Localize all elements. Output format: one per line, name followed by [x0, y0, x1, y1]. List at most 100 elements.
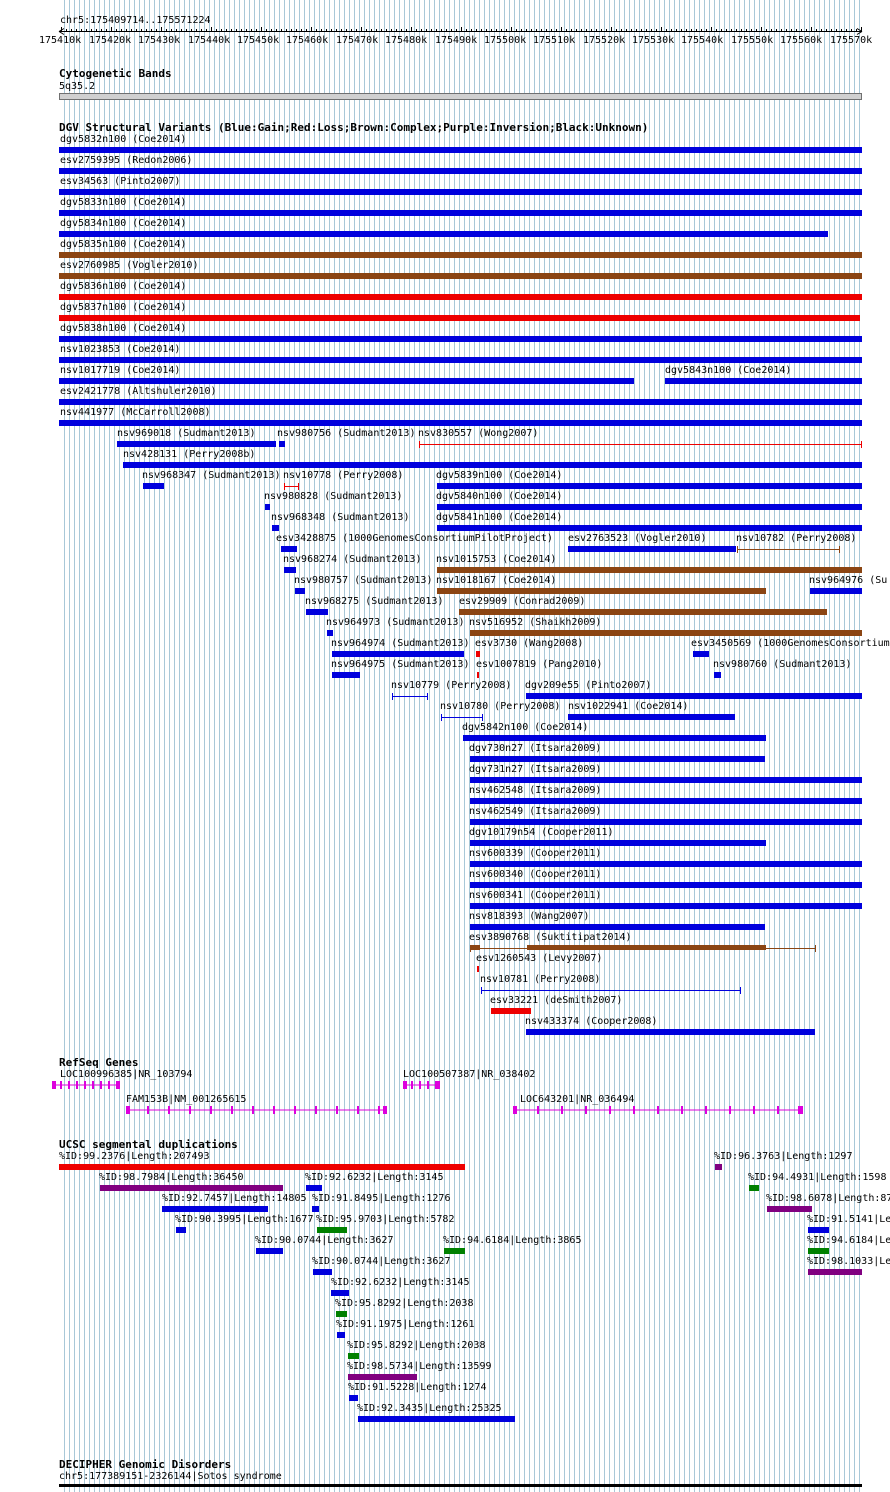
- dgv-variant-bar[interactable]: [327, 630, 333, 636]
- dgv-variant-bar[interactable]: [697, 651, 707, 657]
- dgv-variant-bar[interactable]: [437, 588, 766, 594]
- cytoband-bar[interactable]: [59, 93, 862, 100]
- segdup-bar[interactable]: [358, 1416, 515, 1422]
- segdup-bar[interactable]: [306, 1185, 322, 1191]
- dgv-variant-bar[interactable]: [470, 777, 862, 783]
- segdup-bar[interactable]: [331, 1290, 349, 1296]
- dgv-variant-bar[interactable]: [477, 966, 479, 972]
- dgv-variant-bar[interactable]: [59, 378, 634, 384]
- dgv-variant-bar[interactable]: [714, 672, 721, 678]
- dgv-variant-bar[interactable]: [59, 147, 862, 153]
- dgv-variant-bar[interactable]: [272, 525, 279, 531]
- dgv-variant-bar[interactable]: [437, 525, 862, 531]
- segdup-bar[interactable]: [715, 1164, 722, 1170]
- gene-label: LOC100507387|NR_038402: [403, 1069, 536, 1080]
- dgv-variant-bar[interactable]: [284, 567, 296, 573]
- segdup-bar[interactable]: [59, 1164, 465, 1170]
- dgv-variant-bar[interactable]: [470, 630, 862, 636]
- dgv-variant-bar[interactable]: [470, 819, 862, 825]
- dgv-variant-bar[interactable]: [470, 840, 766, 846]
- gene-model[interactable]: [52, 1081, 120, 1089]
- dgv-variant-bar[interactable]: [332, 651, 464, 657]
- segdup-bar[interactable]: [162, 1206, 268, 1212]
- segdup-bar[interactable]: [808, 1227, 829, 1233]
- dgv-variant-bar[interactable]: [665, 378, 862, 384]
- dgv-variant-bar[interactable]: [419, 441, 862, 448]
- dgv-variant-bar[interactable]: [59, 399, 862, 405]
- segdup-bar[interactable]: [337, 1332, 345, 1338]
- dgv-variant-bar[interactable]: [117, 441, 276, 447]
- segdup-bar[interactable]: [312, 1206, 319, 1212]
- dgv-variant-label: esv3890768 (Suktitipat2014): [469, 932, 632, 943]
- dgv-variant-bar[interactable]: [470, 861, 862, 867]
- dgv-variant-bar[interactable]: [527, 945, 766, 950]
- dgv-variant-bar[interactable]: [306, 609, 328, 615]
- segdup-bar[interactable]: [317, 1227, 347, 1233]
- dgv-variant-bar[interactable]: [59, 273, 862, 279]
- dgv-variant-bar[interactable]: [441, 714, 483, 721]
- dgv-variant-bar[interactable]: [526, 693, 862, 699]
- dgv-variant-bar[interactable]: [437, 504, 862, 510]
- dgv-variant-bar[interactable]: [59, 189, 862, 195]
- dgv-variant-bar[interactable]: [737, 546, 840, 553]
- gene-model[interactable]: [403, 1081, 440, 1089]
- segdup-bar[interactable]: [808, 1269, 862, 1275]
- segdup-bar[interactable]: [444, 1248, 465, 1254]
- dgv-variant-bar[interactable]: [477, 672, 479, 678]
- segdup-bar[interactable]: [336, 1311, 347, 1317]
- segdup-bar[interactable]: [808, 1248, 829, 1254]
- dgv-variant-bar[interactable]: [463, 735, 766, 741]
- dgv-variant-label: esv2759395 (Redon2006): [60, 155, 193, 166]
- segdup-bar[interactable]: [749, 1185, 759, 1191]
- dgv-variant-bar[interactable]: [279, 441, 285, 447]
- dgv-variant-bar[interactable]: [59, 210, 862, 216]
- segdup-bar[interactable]: [256, 1248, 283, 1254]
- dgv-variant-bar[interactable]: [265, 504, 270, 510]
- dgv-variant-label: esv34563 (Pinto2007): [60, 176, 181, 187]
- dgv-variant-bar[interactable]: [470, 924, 765, 930]
- dgv-variant-bar[interactable]: [284, 483, 299, 490]
- dgv-variant-bar[interactable]: [470, 756, 765, 762]
- dgv-variant-bar[interactable]: [392, 693, 428, 700]
- dgv-variant-bar[interactable]: [470, 798, 862, 804]
- dgv-variant-bar[interactable]: [470, 882, 862, 888]
- dgv-variant-label: nsv10778 (Perry2008): [283, 470, 404, 481]
- dgv-variant-bar[interactable]: [810, 588, 862, 594]
- dgv-variant-bar[interactable]: [470, 903, 862, 909]
- dgv-variant-bar[interactable]: [332, 672, 360, 678]
- dgv-variant-bar[interactable]: [59, 357, 862, 363]
- dgv-variant-bar[interactable]: [568, 714, 735, 720]
- dgv-variant-bar[interactable]: [481, 987, 741, 994]
- segdup-bar[interactable]: [348, 1353, 359, 1359]
- gene-model[interactable]: [126, 1106, 387, 1114]
- dgv-variant-bar[interactable]: [281, 546, 297, 552]
- dgv-variant-bar[interactable]: [59, 252, 862, 258]
- dgv-variant-bar[interactable]: [568, 546, 736, 552]
- ruler-tick-label: 175560k: [780, 35, 823, 46]
- segdup-bar[interactable]: [349, 1395, 358, 1401]
- dgv-variant-bar[interactable]: [59, 336, 862, 342]
- dgv-variant-bar[interactable]: [437, 567, 862, 573]
- dgv-variant-label: dgv5835n100 (Coe2014): [60, 239, 187, 250]
- dgv-variant-bar[interactable]: [476, 651, 480, 657]
- dgv-variant-bar[interactable]: [59, 231, 828, 237]
- dgv-variant-bar[interactable]: [470, 945, 480, 950]
- segdup-bar[interactable]: [767, 1206, 812, 1212]
- dgv-variant-bar[interactable]: [59, 294, 862, 300]
- segdup-bar[interactable]: [100, 1185, 283, 1191]
- dgv-variant-bar[interactable]: [526, 1029, 815, 1035]
- dgv-variant-bar[interactable]: [295, 588, 305, 594]
- dgv-variant-bar[interactable]: [491, 1008, 531, 1014]
- dgv-variant-bar[interactable]: [459, 609, 827, 615]
- segdup-bar[interactable]: [313, 1269, 332, 1275]
- dgv-variant-bar[interactable]: [123, 462, 862, 468]
- dgv-variant-bar[interactable]: [437, 483, 862, 489]
- gene-model[interactable]: [513, 1106, 803, 1114]
- dgv-variant-bar[interactable]: [59, 168, 862, 174]
- segdup-bar[interactable]: [348, 1374, 417, 1380]
- segdup-bar[interactable]: [176, 1227, 186, 1233]
- dgv-variant-bar[interactable]: [59, 315, 860, 321]
- dgv-variant-bar[interactable]: [59, 420, 862, 426]
- decipher-bar[interactable]: [59, 1484, 862, 1487]
- dgv-variant-bar[interactable]: [143, 483, 164, 489]
